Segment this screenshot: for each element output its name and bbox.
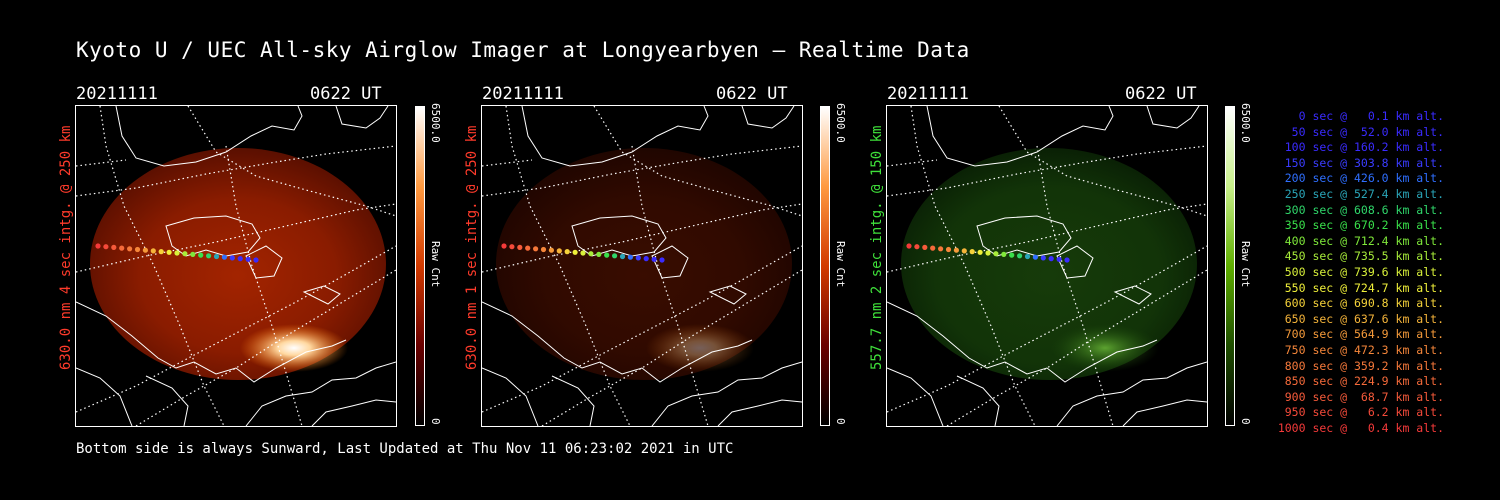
- legend-entry: 600 sec @ 690.8 km alt.: [1284, 296, 1444, 311]
- panel-3-time: 0622 UT: [1125, 84, 1197, 104]
- legend-entry: 1000 sec @ 0.4 km alt.: [1277, 420, 1444, 435]
- panel-3-colorbar: [1225, 106, 1235, 426]
- panel-1-cbar-label: Raw Cnt: [429, 241, 442, 288]
- panel-2-colorbar: [820, 106, 830, 426]
- panel-1-ylabel: 630.0 nm 4 sec intg. @ 250 km: [58, 125, 74, 370]
- panel-1-time: 0622 UT: [310, 84, 382, 104]
- panel-2-ylabel: 630.0 nm 1 sec intg. @ 250 km: [464, 125, 480, 370]
- legend-entry: 750 sec @ 472.3 km alt.: [1284, 342, 1444, 357]
- legend-entry: 0 sec @ 0.1 km alt.: [1298, 109, 1444, 123]
- legend-entry: 500 sec @ 739.6 km alt.: [1284, 264, 1444, 279]
- panel-2-cbar-max: 6500.0: [834, 103, 847, 143]
- panel-1-cbar-min: 0: [429, 418, 442, 425]
- panel-2-cbar-min: 0: [834, 418, 847, 425]
- legend-entry: 650 sec @ 637.6 km alt.: [1284, 311, 1444, 326]
- panel-3-cbar-min: 0: [1239, 418, 1252, 425]
- panel-2-date: 20211111: [482, 84, 564, 104]
- panel-1-date: 20211111: [76, 84, 158, 104]
- legend-entry: 550 sec @ 724.7 km alt.: [1284, 280, 1444, 295]
- legend-entry: 150 sec @ 303.8 km alt.: [1284, 155, 1444, 170]
- legend-entry: 250 sec @ 527.4 km alt.: [1284, 186, 1444, 201]
- panel-1-image: [75, 105, 397, 427]
- legend-entry: 400 sec @ 712.4 km alt.: [1284, 233, 1444, 248]
- legend-entry: 900 sec @ 68.7 km alt.: [1284, 389, 1444, 404]
- panel-2-time: 0622 UT: [716, 84, 788, 104]
- legend-entry: 950 sec @ 6.2 km alt.: [1284, 405, 1444, 420]
- legend-entry: 450 sec @ 735.5 km alt.: [1284, 249, 1444, 264]
- panel-3-cbar-label: Raw Cnt: [1239, 241, 1252, 288]
- page-title: Kyoto U / UEC All-sky Airglow Imager at …: [76, 38, 970, 62]
- legend-entry: 800 sec @ 359.2 km alt.: [1284, 358, 1444, 373]
- legend-entry: 200 sec @ 426.0 km alt.: [1284, 171, 1444, 186]
- legend-entry: 300 sec @ 608.6 km alt.: [1284, 202, 1444, 217]
- panel-1-colorbar: [415, 106, 425, 426]
- panel-1-cbar-max: 6500.0: [429, 103, 442, 143]
- panel-3-ylabel: 557.7 nm 2 sec intg. @ 150 km: [869, 125, 885, 370]
- legend-entry: 100 sec @ 160.2 km alt.: [1284, 140, 1444, 155]
- panel-2-cbar-label: Raw Cnt: [834, 241, 847, 288]
- altitude-legend: 0 sec @ 0.1 km alt. 50 sec @ 52.0 km alt.…: [1266, 109, 1444, 436]
- legend-entry: 700 sec @ 564.9 km alt.: [1284, 327, 1444, 342]
- panel-3-date: 20211111: [887, 84, 969, 104]
- panel-2-image: [481, 105, 803, 427]
- footer-status: Bottom side is always Sunward, Last Upda…: [76, 441, 734, 457]
- legend-entry: 350 sec @ 670.2 km alt.: [1284, 218, 1444, 233]
- legend-entry: 850 sec @ 224.9 km alt.: [1284, 374, 1444, 389]
- panel-3-cbar-max: 6500.0: [1239, 103, 1252, 143]
- legend-entry: 50 sec @ 52.0 km alt.: [1291, 124, 1444, 139]
- panel-3-image: [886, 105, 1208, 427]
